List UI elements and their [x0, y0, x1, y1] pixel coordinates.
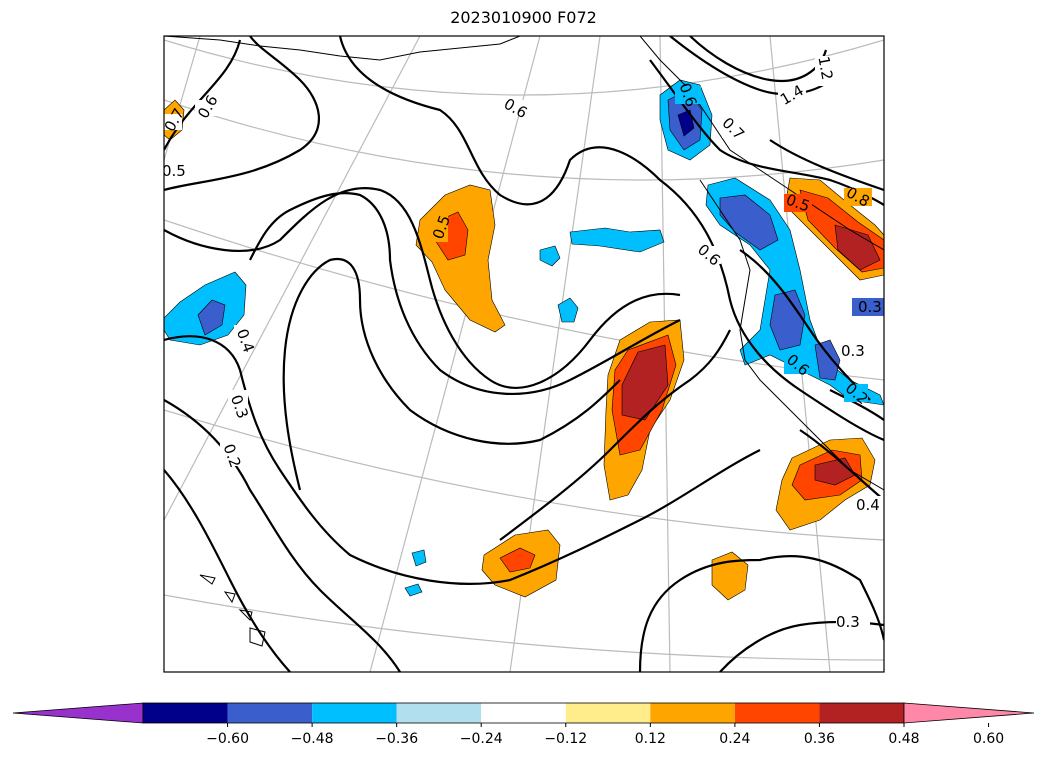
shade-dark-red	[834, 224, 881, 271]
colorbar-tick-label: 0.24	[719, 731, 750, 747]
contour-line-0.3	[638, 554, 884, 672]
graticule-parallel	[164, 39, 884, 96]
colorbar-tick-label: 0.48	[888, 731, 919, 747]
graticule-parallel	[164, 409, 884, 541]
colorbar-cell	[312, 703, 397, 723]
contour-label: 1.2	[814, 55, 836, 82]
contour-label: 0.3	[858, 298, 882, 316]
shade-cyan	[539, 245, 561, 267]
contour-line-1.2	[669, 36, 831, 96]
contour-label: 0.6	[501, 95, 531, 123]
map-title: 2023010900 F072	[450, 8, 597, 27]
contour-line-0.5	[164, 187, 681, 389]
colorbar-tick-label: −0.24	[460, 731, 503, 747]
contour-layer	[164, 36, 884, 672]
coastline-west-coast	[699, 179, 884, 491]
contour-line-0.7	[164, 39, 242, 151]
coastline-hawaii	[223, 591, 236, 604]
contour-label: 0.6	[694, 240, 724, 269]
contour-line-0.2	[164, 469, 291, 672]
colorbar-cell	[396, 703, 482, 723]
contour-line-0.6	[338, 36, 884, 442]
graticule-parallel	[164, 99, 884, 181]
graticule-parallel	[164, 219, 884, 381]
contour-label: 0.3	[836, 613, 860, 631]
contour-line-0.6	[164, 36, 320, 192]
shade-orange	[415, 184, 506, 333]
colorbar-tick-label: −0.12	[544, 731, 587, 747]
contour-line-0.3	[164, 399, 401, 672]
colorbar-tick-label: −0.48	[291, 731, 334, 747]
contour-labels: 0.6 0.7 0.5 0.5 0.6 0.4 0.3 0.2 0.6 0.6 …	[162, 55, 884, 631]
colorbar-cell	[734, 703, 820, 723]
colorbar-tick-label: −0.36	[375, 731, 418, 747]
shade-red-orange	[499, 547, 536, 573]
graticule-meridian	[369, 36, 541, 672]
shade-dark-red	[621, 344, 669, 421]
colorbar-tick-label: 0.12	[635, 731, 666, 747]
contour-line-0.5	[739, 249, 871, 401]
colorbar-cell	[143, 703, 228, 723]
shade-blue	[769, 289, 806, 351]
colorbar-cell	[481, 703, 566, 723]
shade-cyan	[557, 297, 579, 323]
graticule-meridian	[164, 36, 421, 521]
shade-cyan	[569, 227, 665, 253]
colorbar-cell	[650, 703, 735, 723]
colorbar-extend-low	[12, 702, 144, 724]
contour-line-0.4	[799, 429, 884, 501]
plot-frame	[163, 35, 885, 673]
coastline-hawaii	[199, 574, 216, 585]
colorbar-tick-label: 0.60	[973, 731, 1004, 747]
colorbar-tick-label: −0.60	[206, 731, 249, 747]
colorbar-extend-high	[903, 702, 1035, 724]
contour-line-0.2	[829, 389, 884, 421]
graticule-parallel	[164, 594, 884, 661]
colorbar-cell	[819, 703, 904, 723]
contour-line-0.4	[164, 335, 761, 585]
shade-cyan	[404, 583, 423, 597]
colorbar: −0.60 −0.48 −0.36 −0.24 −0.12 0.12 0.24 0.36 0.4…	[12, 702, 1035, 747]
contour-label: 0.5	[162, 162, 186, 180]
colorbar-tick-label: 0.36	[804, 731, 835, 747]
contour-line-0.3	[282, 257, 621, 491]
colorbar-cell	[227, 703, 313, 723]
shade-blue	[719, 194, 779, 251]
contour-line-1.4	[689, 36, 828, 83]
shade-orange	[711, 551, 749, 601]
contour-line-0.2	[499, 329, 731, 541]
contour-line-0.4	[249, 192, 681, 396]
contour-line-0.8	[769, 139, 884, 192]
contour-label: 1.4	[777, 81, 807, 109]
shade-blue	[814, 339, 841, 381]
coastline-north-america	[639, 36, 884, 251]
shade-dark-blue	[677, 109, 695, 137]
coastline-hawaii	[249, 627, 266, 647]
shade-blue	[197, 299, 226, 336]
shade-cyan	[411, 549, 427, 567]
colorbar-cell	[565, 703, 651, 723]
contour-label: 0.3	[841, 342, 865, 360]
contour-label: 0.4	[856, 496, 880, 514]
